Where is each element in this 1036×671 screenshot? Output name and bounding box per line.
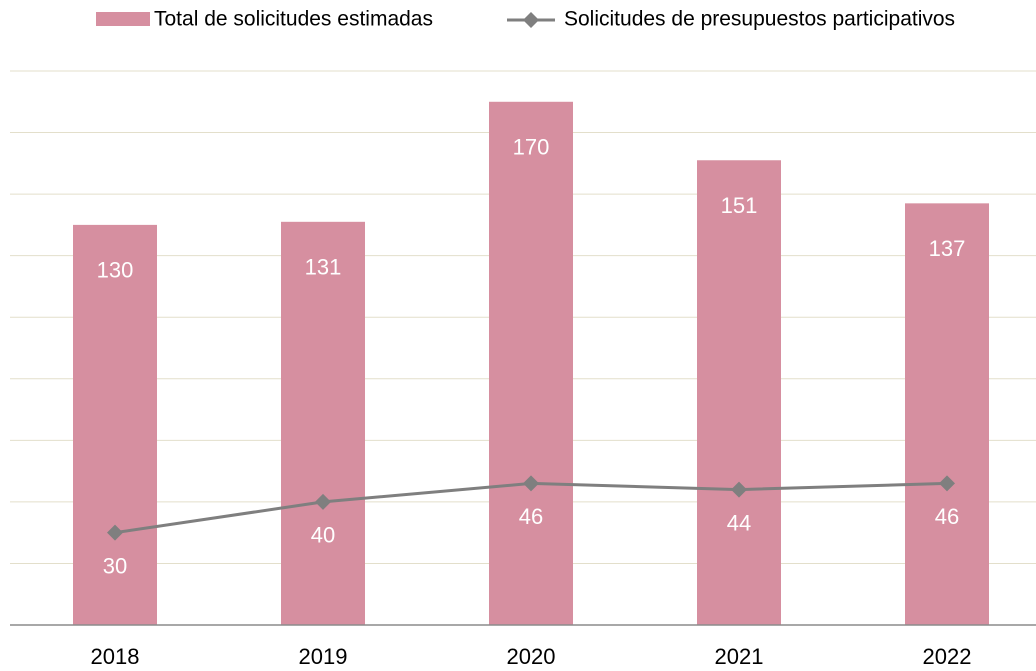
bar	[489, 101, 573, 626]
x-tick-label: 2019	[299, 644, 348, 669]
bar-value-label: 151	[721, 193, 758, 218]
x-tick-label: 2021	[715, 644, 764, 669]
x-tick-label: 2020	[507, 644, 556, 669]
line-marker	[939, 475, 955, 492]
line-value-label: 30	[103, 553, 127, 578]
bar	[281, 221, 365, 626]
line-value-label: 46	[935, 504, 959, 529]
line-marker	[523, 475, 539, 492]
line-marker	[315, 493, 331, 510]
legend-label: Solicitudes de presupuestos participativ…	[564, 8, 955, 31]
x-tick-label: 2018	[91, 644, 140, 669]
legend-label: Total de solicitudes estimadas	[154, 8, 433, 31]
bar-value-label: 137	[929, 236, 966, 261]
line-value-label: 44	[727, 510, 751, 535]
legend-marker	[523, 12, 539, 28]
bar	[905, 203, 989, 625]
line-value-label: 46	[519, 504, 543, 529]
legend-swatch	[96, 12, 150, 26]
line-value-label: 40	[311, 523, 335, 548]
bar-value-label: 170	[513, 135, 550, 160]
line-marker	[731, 481, 747, 498]
bar	[73, 224, 157, 625]
bar	[697, 160, 781, 625]
bar-value-label: 131	[305, 255, 342, 280]
x-tick-label: 2022	[923, 644, 972, 669]
line-marker	[107, 524, 123, 541]
bar-value-label: 130	[97, 258, 134, 283]
